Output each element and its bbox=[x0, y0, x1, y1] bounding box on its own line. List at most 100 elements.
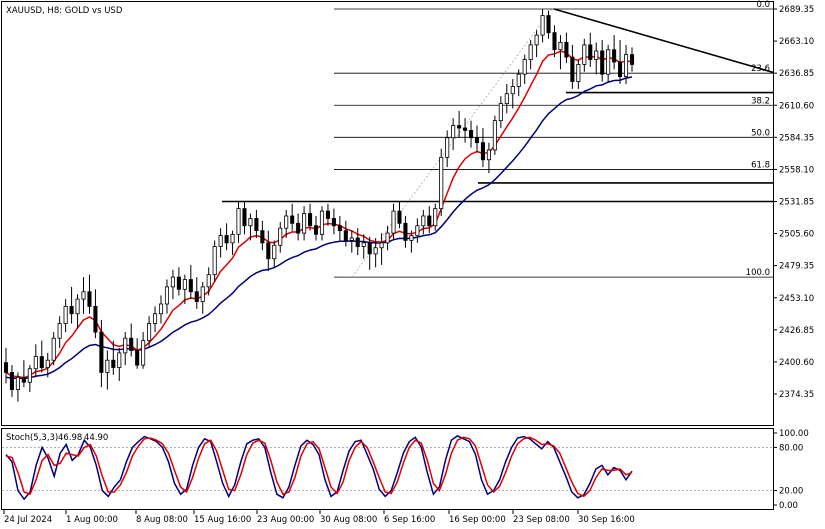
candle-down-body bbox=[194, 291, 199, 302]
candle-up-body bbox=[415, 225, 420, 236]
candle-up-body bbox=[284, 215, 289, 229]
candle-down-body bbox=[618, 61, 623, 78]
symbol-label: XAUUSD, H8: GOLD vs USD bbox=[6, 6, 123, 16]
y-tick-label: 2426.85 bbox=[779, 326, 814, 336]
candle-down-body bbox=[552, 32, 557, 51]
candle-up-body bbox=[540, 15, 545, 36]
candle-up-body bbox=[164, 286, 170, 305]
candle-up-body bbox=[319, 210, 325, 235]
candle-up-body bbox=[63, 306, 68, 324]
candle-up-body bbox=[170, 276, 175, 288]
stoch-label: Stoch(5,3,3) bbox=[6, 433, 58, 443]
candle-up-body bbox=[385, 232, 390, 244]
candle-up-body bbox=[33, 356, 38, 370]
candle-down-body bbox=[367, 242, 372, 255]
y-tick-label: 2663.10 bbox=[779, 37, 814, 47]
stoch-y-tick-label: 0.00 bbox=[779, 501, 798, 511]
candle-down-body bbox=[254, 218, 259, 232]
stoch-panel-frame bbox=[1, 428, 774, 510]
candle-down-body bbox=[308, 213, 313, 227]
candle-up-body bbox=[75, 298, 80, 315]
stoch-plot-area bbox=[2, 435, 773, 501]
candle-up-body bbox=[117, 352, 122, 368]
y-tick-label: 2531.85 bbox=[779, 198, 814, 208]
candle-down-body bbox=[588, 44, 593, 60]
candle-up-body bbox=[558, 42, 563, 51]
y-tick-label: 2479.35 bbox=[779, 262, 814, 272]
candle-up-body bbox=[522, 59, 527, 75]
x-tick-label: 30 Sep 16:00 bbox=[578, 515, 635, 525]
candle-down-body bbox=[3, 362, 9, 373]
fast-moving-average-line bbox=[5, 50, 633, 379]
descending-trendline bbox=[553, 8, 774, 74]
x-tick-label: 6 Sep 16:00 bbox=[384, 515, 435, 525]
fib-level-label: 100.0 bbox=[746, 268, 770, 278]
stoch-y-tick-label: 80.00 bbox=[779, 443, 803, 453]
y-tick-label: 2636.85 bbox=[779, 69, 814, 79]
stoch-y-axis: 100.00 80.00 20.00 0.00 bbox=[773, 429, 809, 511]
candle-up-body bbox=[27, 368, 32, 383]
candle-up-body bbox=[439, 156, 444, 210]
candle-down-body bbox=[343, 230, 348, 241]
y-tick-label: 2610.60 bbox=[779, 101, 814, 111]
candle-up-body bbox=[361, 242, 366, 247]
candle-down-body bbox=[570, 56, 575, 82]
candle-up-body bbox=[516, 73, 521, 87]
candle-up-body bbox=[45, 359, 50, 368]
candle-up-body bbox=[123, 337, 128, 354]
y-tick-label: 2689.35 bbox=[779, 5, 814, 15]
candle-up-body bbox=[278, 227, 283, 246]
candle-down-body bbox=[325, 210, 330, 219]
y-tick-label: 2374.35 bbox=[779, 390, 814, 400]
candle-down-body bbox=[176, 276, 181, 290]
candle-down-body bbox=[564, 42, 569, 58]
candle-up-body bbox=[153, 313, 158, 324]
price-y-axis: 2689.35 2663.10 2636.85 2610.60 2584.35 2558.… bbox=[773, 5, 814, 400]
candle-up-body bbox=[379, 242, 384, 249]
candle-down-body bbox=[313, 225, 319, 235]
candle-down-body bbox=[9, 372, 15, 390]
fib-level-label: 0.0 bbox=[756, 0, 770, 10]
candle-down-body bbox=[69, 306, 74, 315]
candle-down-body bbox=[111, 359, 116, 368]
x-tick-label: 16 Sep 00:00 bbox=[449, 515, 506, 525]
stoch-y-tick-label: 20.00 bbox=[779, 487, 803, 497]
candle-up-body bbox=[451, 125, 456, 139]
candle-down-body bbox=[331, 218, 336, 227]
candle-up-body bbox=[158, 303, 164, 315]
y-tick-label: 2584.35 bbox=[779, 133, 814, 143]
y-tick-label: 2505.60 bbox=[779, 230, 814, 240]
candle-up-body bbox=[141, 340, 146, 366]
candle-down-body bbox=[87, 291, 92, 307]
candle-up-body bbox=[236, 208, 241, 235]
candle-down-body bbox=[403, 222, 408, 241]
candle-up-body bbox=[248, 218, 253, 227]
candle-down-body bbox=[474, 137, 480, 144]
candle-up-body bbox=[445, 137, 450, 158]
candle-up-body bbox=[212, 246, 217, 276]
time-x-axis: 24 Jul 2024 1 Aug 00:00 8 Aug 08:00 15 Aug … bbox=[3, 510, 635, 525]
candle-up-body bbox=[504, 93, 509, 104]
candle-down-body bbox=[129, 337, 134, 351]
candle-up-body bbox=[373, 247, 378, 255]
candle-up-body bbox=[594, 50, 599, 60]
candle-down-body bbox=[337, 225, 342, 232]
candle-up-body bbox=[272, 244, 277, 260]
fib-level-label: 61.8 bbox=[751, 160, 770, 170]
candle-down-body bbox=[296, 222, 301, 234]
candle-down-body bbox=[266, 242, 271, 260]
candle-down-body bbox=[93, 306, 98, 333]
candle-up-body bbox=[528, 44, 533, 60]
fib-level-label: 50.0 bbox=[751, 128, 770, 138]
candle-up-body bbox=[15, 376, 20, 390]
candle-down-body bbox=[39, 356, 44, 368]
candle-up-body bbox=[576, 64, 581, 82]
candle-up-body bbox=[623, 54, 629, 78]
candle-up-body bbox=[57, 323, 62, 339]
candle-up-body bbox=[606, 49, 611, 75]
y-tick-label: 2453.10 bbox=[779, 294, 814, 304]
stoch-signal-line bbox=[5, 436, 633, 498]
candle-up-body bbox=[510, 86, 515, 95]
